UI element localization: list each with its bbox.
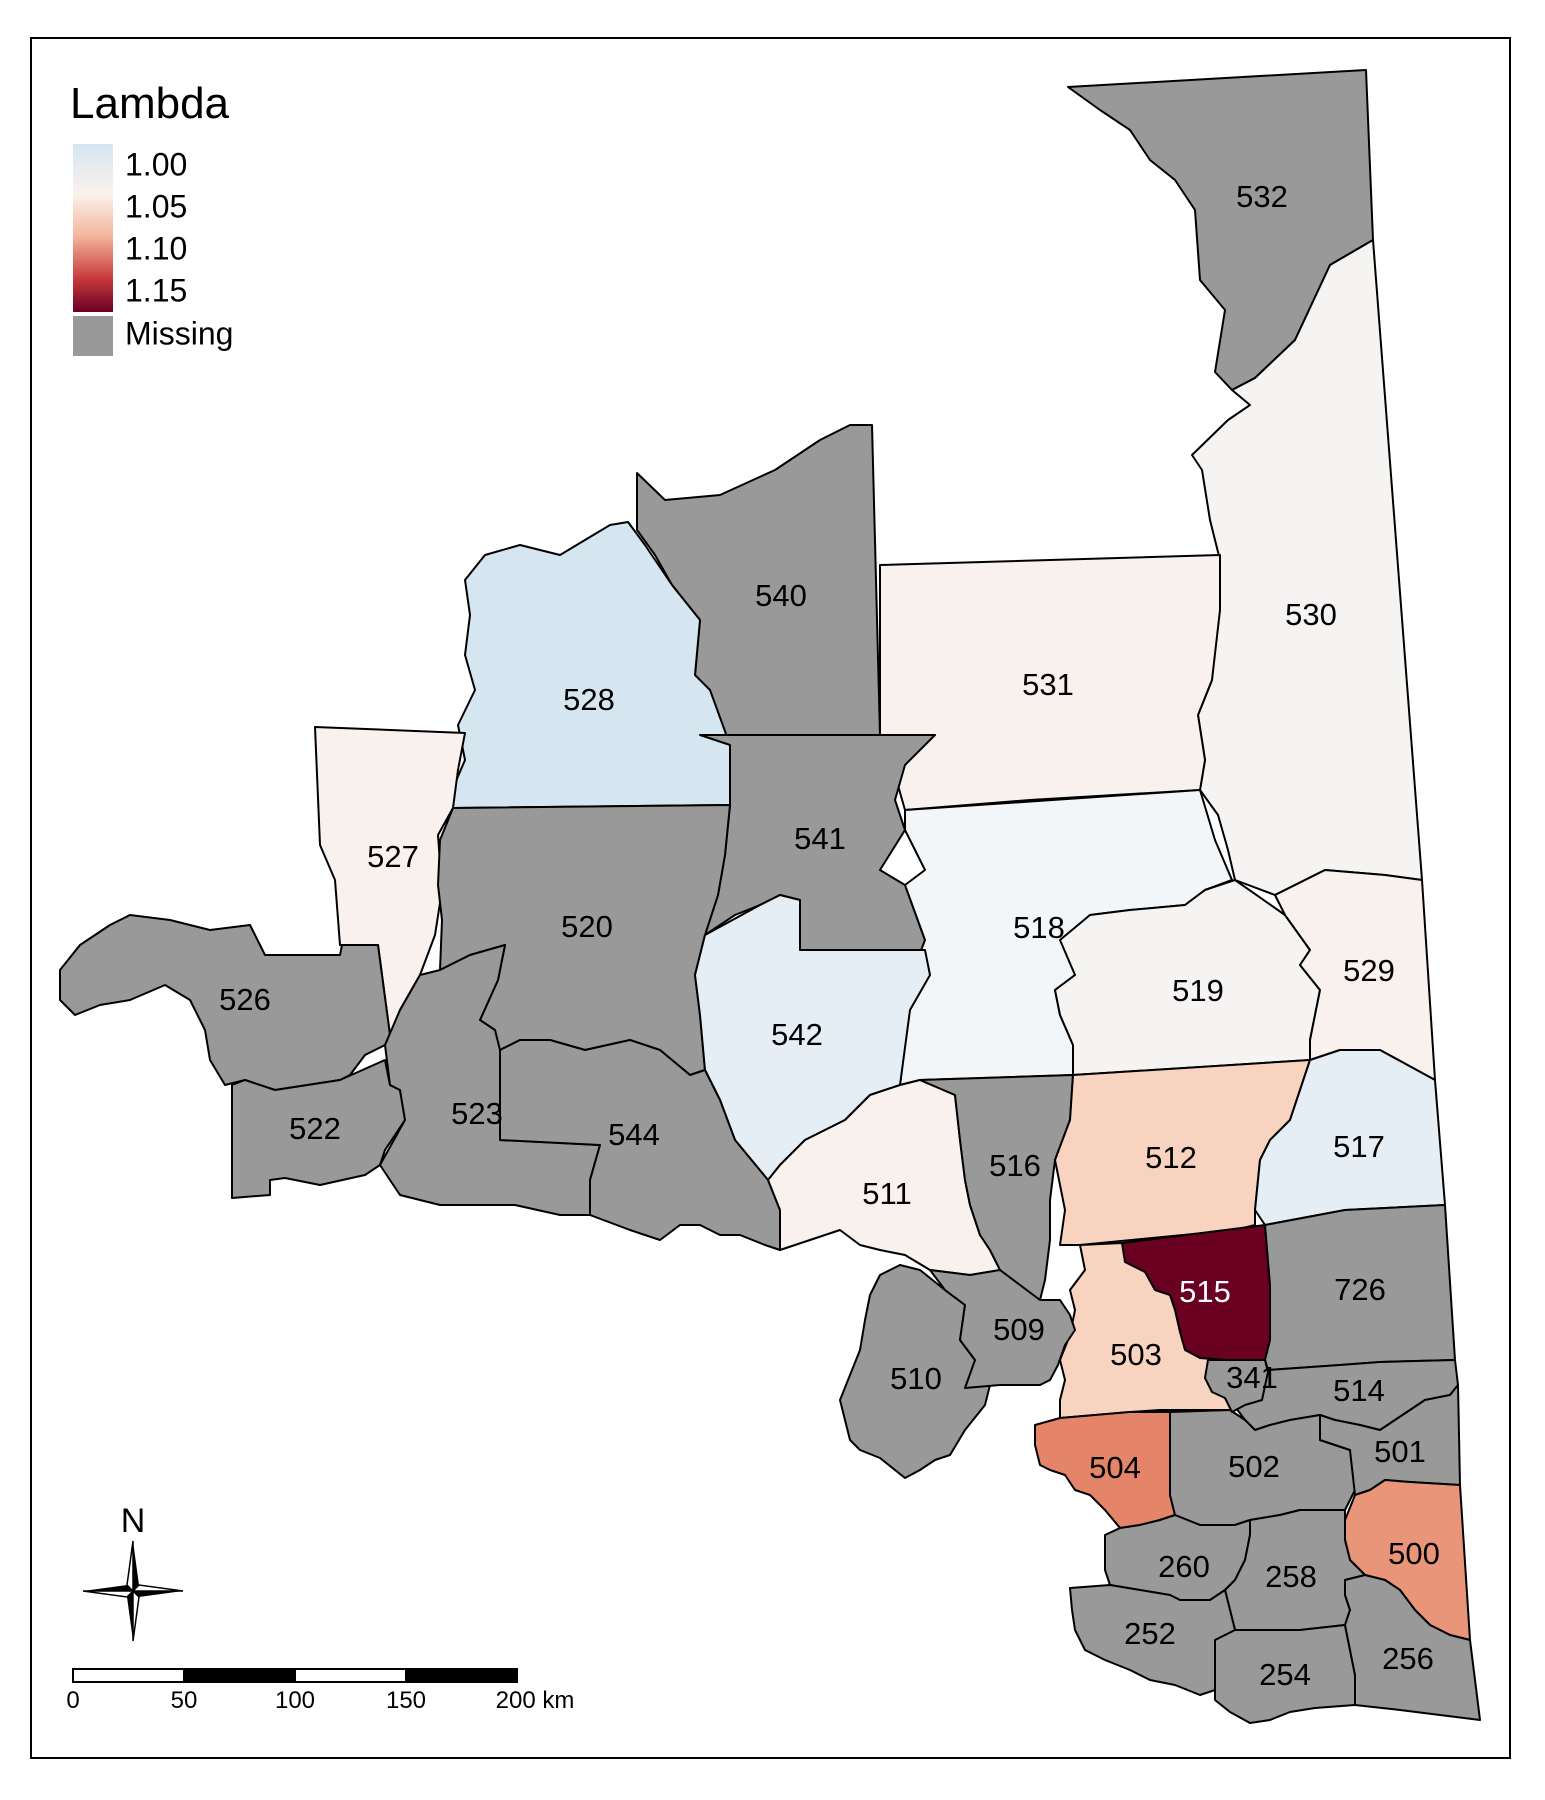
region-label-528: 528 bbox=[563, 682, 615, 717]
region-label-527: 527 bbox=[367, 839, 419, 874]
north-arrow: N bbox=[82, 1502, 184, 1642]
scale-segment-4 bbox=[405, 1668, 518, 1683]
legend-label-missing: Missing bbox=[125, 315, 233, 351]
region-501[interactable] bbox=[1319, 1384, 1461, 1496]
region-label-502: 502 bbox=[1228, 1449, 1280, 1484]
region-label-529: 529 bbox=[1343, 953, 1395, 988]
region-label-516: 516 bbox=[989, 1148, 1041, 1183]
legend-color-ramp bbox=[73, 144, 113, 312]
legend-label-1-15: 1.15 bbox=[125, 272, 187, 308]
region-526[interactable] bbox=[59, 914, 391, 1091]
region-label-519: 519 bbox=[1172, 973, 1224, 1008]
scale-tick-50: 50 bbox=[171, 1687, 198, 1714]
scale-tick-0: 0 bbox=[66, 1687, 79, 1714]
region-label-517: 517 bbox=[1333, 1129, 1385, 1164]
region-label-341: 341 bbox=[1226, 1360, 1278, 1395]
region-label-523: 523 bbox=[451, 1096, 503, 1131]
scale-tick-200: 200 km bbox=[496, 1687, 575, 1714]
region-label-510: 510 bbox=[890, 1361, 942, 1396]
scale-tick-100: 100 bbox=[275, 1687, 315, 1714]
region-label-520: 520 bbox=[561, 909, 613, 944]
legend-title: Lambda bbox=[70, 79, 230, 128]
scale-segment-2 bbox=[183, 1668, 296, 1683]
region-label-544: 544 bbox=[608, 1117, 660, 1152]
region-label-531: 531 bbox=[1022, 667, 1074, 702]
region-label-260: 260 bbox=[1158, 1549, 1210, 1584]
scale-tick-150: 150 bbox=[386, 1687, 426, 1714]
region-label-511: 511 bbox=[862, 1176, 911, 1211]
region-label-252: 252 bbox=[1124, 1616, 1176, 1651]
north-arrow-label: N bbox=[121, 1502, 146, 1540]
legend-label-1-05: 1.05 bbox=[125, 188, 187, 224]
scale-bar: 0 50 100 150 200 km bbox=[66, 1668, 575, 1714]
region-label-726: 726 bbox=[1334, 1272, 1386, 1307]
region-label-504: 504 bbox=[1089, 1450, 1141, 1485]
legend: Lambda 1.00 1.05 1.10 1.15 Missing bbox=[70, 79, 233, 356]
region-label-542: 542 bbox=[771, 1017, 823, 1052]
region-label-532: 532 bbox=[1236, 179, 1288, 214]
region-labels: 532 530 540 531 528 541 527 520 518 542 … bbox=[219, 179, 1440, 1692]
region-label-530: 530 bbox=[1285, 597, 1337, 632]
legend-label-1-10: 1.10 bbox=[125, 230, 187, 266]
scale-segment-1 bbox=[72, 1668, 185, 1683]
region-509[interactable] bbox=[929, 1269, 1076, 1389]
region-label-540: 540 bbox=[755, 578, 807, 613]
region-label-254: 254 bbox=[1259, 1657, 1311, 1692]
region-254[interactable] bbox=[1214, 1624, 1356, 1724]
region-label-500: 500 bbox=[1388, 1536, 1440, 1571]
region-label-526: 526 bbox=[219, 982, 271, 1017]
map-frame bbox=[30, 37, 1511, 1759]
regions-layer bbox=[59, 69, 1481, 1724]
compass-rose-icon bbox=[82, 1540, 184, 1642]
legend-label-1-00: 1.00 bbox=[125, 146, 187, 182]
region-label-503: 503 bbox=[1110, 1337, 1162, 1372]
region-label-501: 501 bbox=[1374, 1434, 1426, 1469]
region-256[interactable] bbox=[1344, 1574, 1481, 1721]
region-label-258: 258 bbox=[1265, 1559, 1317, 1594]
region-label-518: 518 bbox=[1013, 910, 1065, 945]
legend-missing-swatch bbox=[73, 316, 113, 356]
region-label-515: 515 bbox=[1179, 1274, 1231, 1309]
region-label-512: 512 bbox=[1145, 1140, 1197, 1175]
region-label-256: 256 bbox=[1382, 1641, 1434, 1676]
scale-segment-3 bbox=[294, 1668, 407, 1683]
region-label-509: 509 bbox=[993, 1312, 1045, 1347]
region-label-522: 522 bbox=[289, 1111, 341, 1146]
region-341[interactable] bbox=[1204, 1359, 1269, 1413]
region-label-514: 514 bbox=[1333, 1373, 1385, 1408]
region-label-541: 541 bbox=[794, 821, 846, 856]
